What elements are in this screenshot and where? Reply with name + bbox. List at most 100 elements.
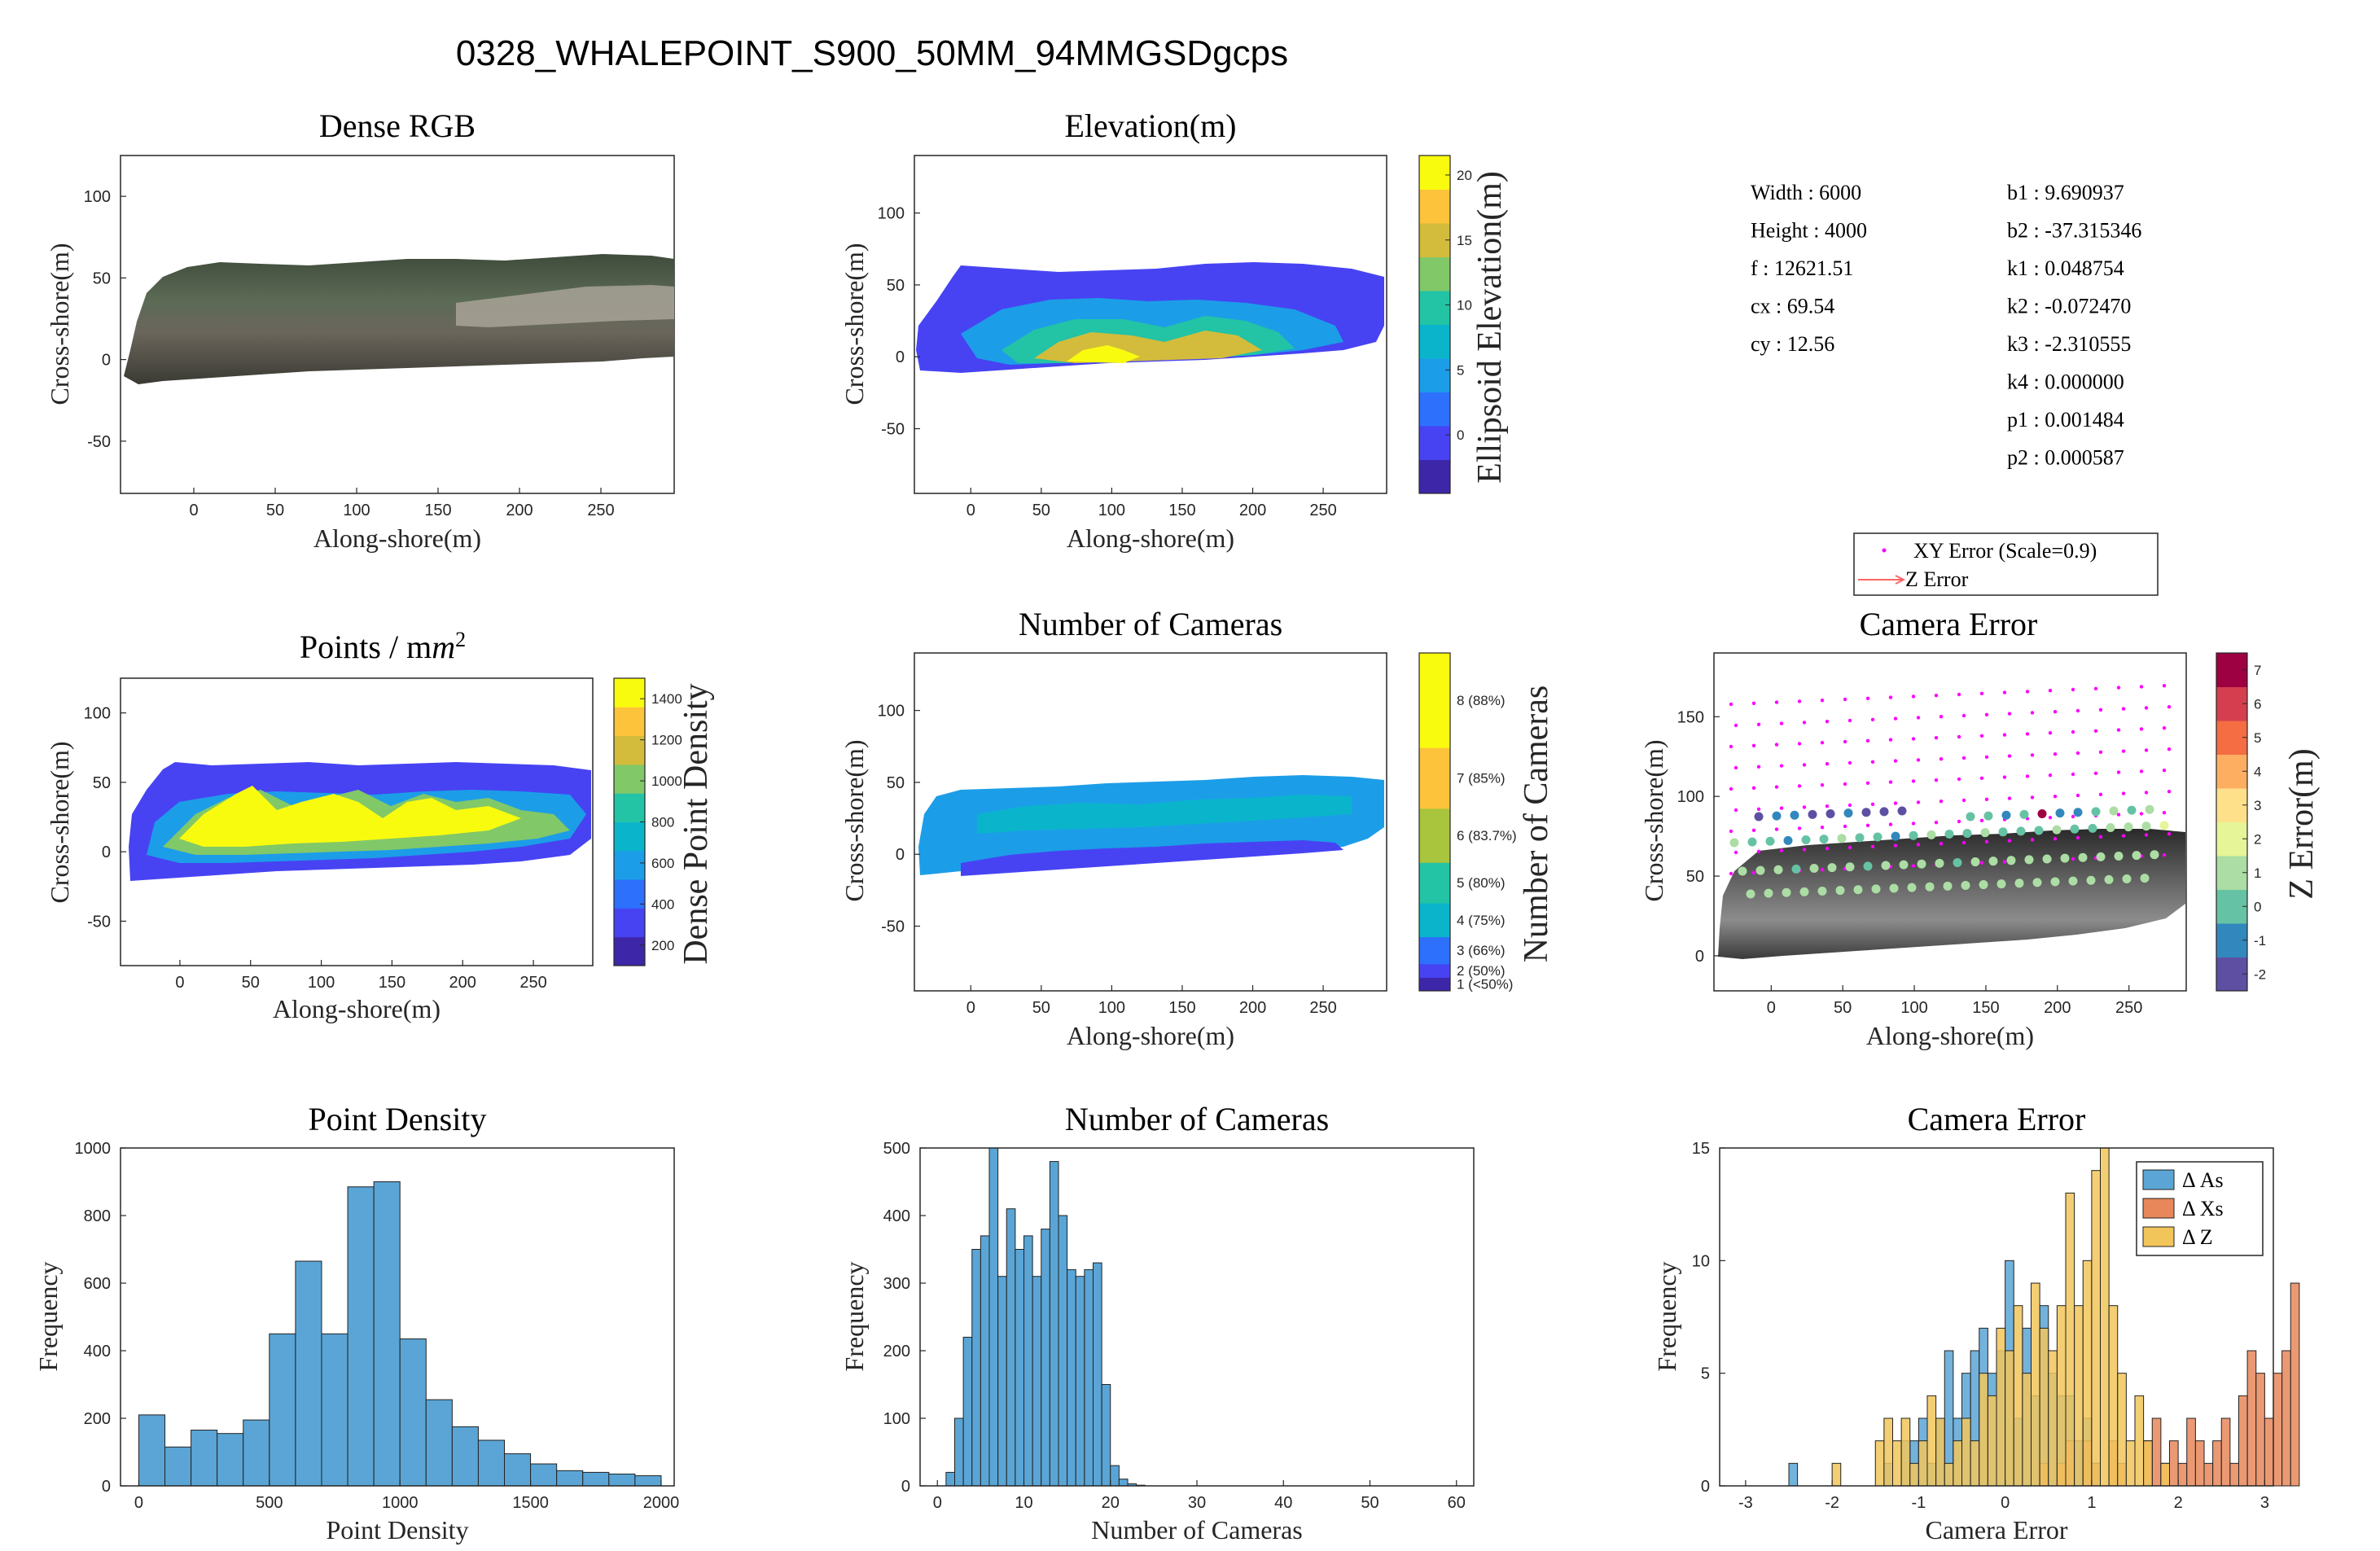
- z-error-marker: [2068, 876, 2078, 886]
- y-tick-label: 5: [1701, 1365, 1710, 1383]
- y-tick-label: 50: [1686, 868, 1704, 886]
- colorbar-tick-label: 4 (75%): [1457, 913, 1506, 928]
- histogram-bar: [2134, 1395, 2145, 1487]
- y-tick-label: 0: [102, 843, 111, 861]
- xy-error-marker: [1939, 800, 1944, 804]
- histogram-bar: [191, 1430, 218, 1487]
- xy-error-marker: [2007, 754, 2012, 758]
- histogram-bar: [997, 1276, 1007, 1487]
- x-tick-label: 10: [1015, 1494, 1032, 1512]
- colorbar: -2 -1 0 1 2 3 4 5 6 7: [2216, 652, 2266, 992]
- axis-ticks: 0 50 100 150 200 250 -50 0 50 100: [878, 703, 1337, 1017]
- x-axis-label: Along-shore(m): [1067, 1021, 1234, 1050]
- z-error-marker: [1843, 808, 1853, 818]
- xy-error-marker: [1729, 744, 1733, 749]
- xy-error-marker: [1911, 822, 1916, 826]
- param-item: k2 : -0.072470: [2007, 295, 2131, 318]
- xy-error-marker: [2162, 769, 2167, 773]
- y-tick-label: 15: [1692, 1140, 1710, 1158]
- histogram-bar: [2125, 1440, 2136, 1487]
- panel-title: Elevation(m): [1064, 107, 1236, 144]
- x-tick-label: 100: [1098, 999, 1125, 1017]
- axis-ticks: -3 -2 -1 0 1 2 3 0 5 10 15: [1692, 1140, 2269, 1512]
- histogram-bar: [1093, 1262, 1102, 1487]
- xy-error-marker: [1911, 737, 1916, 741]
- z-error-marker: [1962, 829, 1972, 839]
- z-error-marker: [1791, 864, 1801, 874]
- axis-ticks: 0 50 100 150 200 250 0 50 100 150: [1677, 708, 2143, 1017]
- y-tick-label: 0: [901, 1478, 910, 1496]
- colorbar-tick-label: 3: [2254, 798, 2261, 813]
- histogram-bar: [1935, 1417, 1945, 1487]
- title-text: Points / m: [300, 629, 432, 665]
- x-tick-label: 2000: [643, 1494, 680, 1512]
- z-error-marker: [1845, 862, 1855, 872]
- z-error-marker: [1996, 879, 2006, 889]
- x-tick-label: 150: [1168, 999, 1195, 1017]
- colorbar: 200 400 600 800 1000 1200 1400: [613, 677, 682, 966]
- legend: Δ As Δ Xs Δ Z: [2136, 1161, 2264, 1256]
- x-axis-label: Camera Error: [1925, 1515, 2067, 1544]
- z-error-marker: [2042, 854, 2052, 864]
- histogram-bar: [1075, 1276, 1085, 1487]
- histogram-bar: [1874, 1440, 1885, 1487]
- xy-error-marker: [1888, 695, 1893, 699]
- z-error-marker: [1853, 885, 1863, 895]
- panel-title: Points / mm2: [300, 628, 466, 665]
- x-tick-label: 0: [189, 502, 198, 519]
- xy-error-marker: [1802, 721, 1807, 725]
- xy-error-marker: [1847, 760, 1852, 765]
- histogram-bar: [971, 1249, 981, 1487]
- histogram-bar: [1110, 1465, 1120, 1487]
- x-tick-label: 250: [2115, 999, 2142, 1017]
- z-error-marker: [1944, 829, 1954, 839]
- colorbar-segment: [1419, 324, 1450, 359]
- xy-error-marker: [1911, 864, 1916, 868]
- colorbar-segment: [2216, 788, 2247, 822]
- xy-error-marker: [2139, 685, 2144, 689]
- xy-error-marker: [1751, 828, 1756, 832]
- x-tick-label: 250: [587, 502, 614, 519]
- z-error-marker: [1790, 810, 1799, 820]
- z-error-marker: [1917, 859, 1926, 869]
- z-error-marker: [1935, 858, 1944, 868]
- x-tick-label: 50: [1361, 1494, 1378, 1512]
- xy-error-marker: [1916, 758, 1921, 762]
- x-tick-label: 50: [1032, 502, 1050, 519]
- param-item: Height : 4000: [1751, 219, 1867, 243]
- z-error-marker: [1837, 834, 1847, 843]
- colorbar-tick-label: 1 (<50%): [1457, 977, 1513, 992]
- histogram-bar: [2229, 1462, 2239, 1487]
- y-tick-label: 0: [896, 348, 905, 366]
- histogram-bar: [1118, 1479, 1129, 1487]
- histogram-bar: [1900, 1417, 1911, 1487]
- xy-error-marker: [1961, 713, 1966, 718]
- panel-camera-error-map: XY Error (Scale=0.9) Z Error Camera Erro…: [1639, 532, 2321, 1050]
- y-tick-label: 100: [1677, 788, 1704, 806]
- colorbar-segment: [1419, 392, 1450, 427]
- z-error-marker: [1980, 828, 1990, 838]
- histogram-bar: [2039, 1327, 2049, 1487]
- x-tick-label: 50: [242, 974, 260, 992]
- x-axis-label: Along-shore(m): [1067, 524, 1234, 553]
- param-item: p1 : 0.001484: [2007, 408, 2124, 432]
- x-tick-label: 60: [1448, 1494, 1466, 1512]
- xy-error-marker: [1820, 783, 1825, 787]
- y-tick-label: -50: [87, 433, 111, 451]
- z-error-marker: [1871, 884, 1881, 894]
- panel-title: Number of Cameras: [1019, 606, 1282, 642]
- z-error-marker: [2078, 852, 2088, 862]
- colorbar-tick-label: -2: [2254, 966, 2266, 982]
- xy-error-marker: [1865, 696, 1870, 700]
- z-error-marker: [1809, 863, 1819, 873]
- xy-error-marker: [2053, 752, 2058, 756]
- histogram-bar: [1970, 1440, 1980, 1487]
- xy-error-marker: [1893, 716, 1898, 721]
- elev-peak: [1067, 345, 1140, 363]
- cams-upper: [977, 795, 1352, 834]
- xy-error-marker: [1865, 781, 1870, 785]
- z-error-marker: [1808, 809, 1817, 819]
- histogram-bar: [399, 1338, 427, 1487]
- xy-error-marker: [1774, 743, 1779, 747]
- histogram-bar: [530, 1463, 558, 1487]
